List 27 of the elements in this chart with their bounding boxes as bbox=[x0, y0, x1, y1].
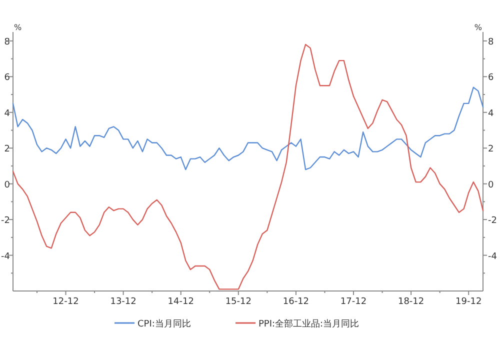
y-tick-label: 2 bbox=[4, 144, 10, 155]
legend-label: CPI:当月同比 bbox=[138, 318, 191, 330]
y2-axis-title: % bbox=[474, 23, 482, 32]
x-tick-label: 12-12 bbox=[52, 297, 79, 307]
y2-tick-label: 8 bbox=[488, 37, 494, 48]
x-tick-label: 13-12 bbox=[110, 297, 136, 307]
x-tick-label: 15-12 bbox=[225, 297, 252, 307]
y2-tick-label: -2 bbox=[488, 216, 497, 226]
x-tick-label: 16-12 bbox=[282, 297, 310, 307]
y2-tick-label: 0 bbox=[488, 180, 494, 190]
y-tick-label: 8 bbox=[4, 37, 10, 48]
y-tick-label: 4 bbox=[4, 108, 10, 119]
legend-label: PPI:全部工业品:当月同比 bbox=[258, 318, 360, 330]
y2-tick-label: -4 bbox=[488, 252, 498, 262]
x-tick-label: 18-12 bbox=[398, 297, 424, 307]
y2-tick-label: 2 bbox=[488, 144, 494, 155]
line-series bbox=[12, 86, 484, 170]
y-tick-label: -4 bbox=[1, 252, 10, 262]
y-tick-label: 0 bbox=[4, 180, 10, 190]
y-axis-title: % bbox=[14, 23, 22, 32]
y-tick-label: -2 bbox=[1, 216, 10, 226]
x-tick-label: 17-12 bbox=[340, 297, 367, 307]
x-tick-label: 19-12 bbox=[456, 297, 482, 307]
y2-tick-label: 6 bbox=[488, 73, 494, 84]
y-tick-label: 6 bbox=[4, 73, 10, 84]
y2-tick-label: 4 bbox=[488, 108, 494, 119]
x-tick-label: 14-12 bbox=[168, 297, 194, 307]
